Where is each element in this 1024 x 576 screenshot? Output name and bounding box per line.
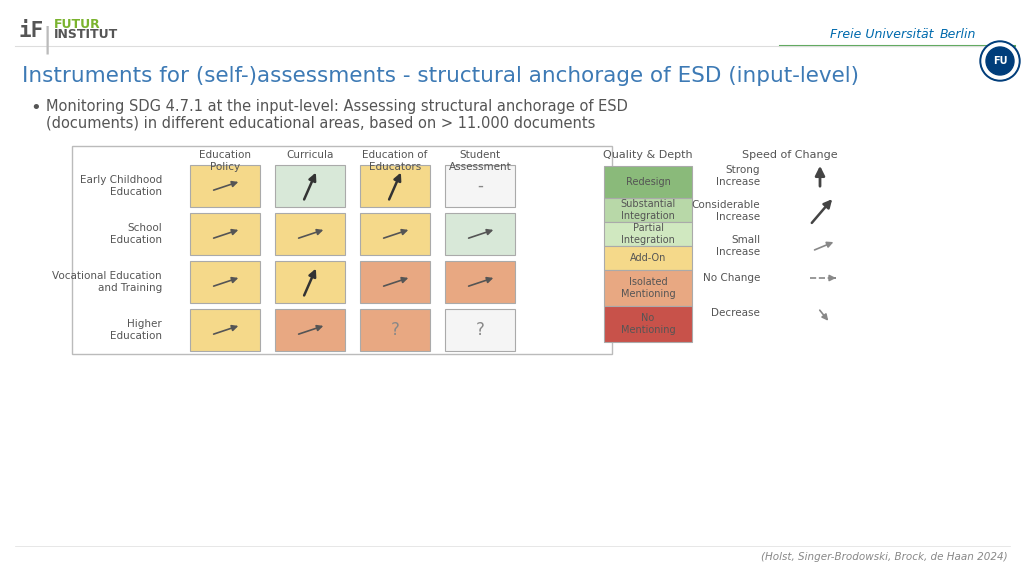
- FancyBboxPatch shape: [360, 309, 430, 351]
- Text: Partial
Integration: Partial Integration: [622, 223, 675, 245]
- FancyBboxPatch shape: [604, 246, 692, 270]
- Text: Instruments for (self-)assessments - structural anchorage of ESD (input-level): Instruments for (self-)assessments - str…: [22, 66, 859, 86]
- FancyBboxPatch shape: [275, 309, 345, 351]
- Text: School
Education: School Education: [110, 223, 162, 245]
- Text: Decrease: Decrease: [711, 308, 760, 318]
- Text: Considerable
Increase: Considerable Increase: [691, 200, 760, 222]
- Text: Freie Universität: Freie Universität: [830, 28, 934, 41]
- FancyBboxPatch shape: [190, 165, 260, 207]
- Text: Small
Increase: Small Increase: [716, 235, 760, 257]
- Text: Monitoring SDG 4.7.1 at the input-level: Assessing structural anchorage of ESD: Monitoring SDG 4.7.1 at the input-level:…: [46, 99, 628, 114]
- FancyBboxPatch shape: [445, 213, 515, 255]
- FancyBboxPatch shape: [604, 166, 692, 198]
- Text: Speed of Change: Speed of Change: [742, 150, 838, 160]
- Text: -: -: [477, 177, 483, 195]
- Text: •: •: [30, 99, 41, 117]
- Text: (documents) in different educational areas, based on > 11.000 documents: (documents) in different educational are…: [46, 115, 595, 130]
- Text: (Holst, Singer-Brodowski, Brock, de Haan 2024): (Holst, Singer-Brodowski, Brock, de Haan…: [762, 552, 1008, 562]
- Text: Strong
Increase: Strong Increase: [716, 165, 760, 187]
- Text: Curricula: Curricula: [287, 150, 334, 160]
- Text: FU: FU: [992, 56, 1008, 66]
- FancyBboxPatch shape: [360, 213, 430, 255]
- Text: No
Mentioning: No Mentioning: [621, 313, 675, 335]
- FancyBboxPatch shape: [190, 309, 260, 351]
- FancyBboxPatch shape: [360, 165, 430, 207]
- Circle shape: [982, 43, 1018, 79]
- Text: |: |: [42, 25, 51, 54]
- FancyBboxPatch shape: [360, 261, 430, 303]
- Text: iF: iF: [18, 21, 43, 41]
- Text: Student
Assessment: Student Assessment: [449, 150, 511, 172]
- Text: Isolated
Mentioning: Isolated Mentioning: [621, 277, 675, 299]
- Text: Higher
Education: Higher Education: [110, 319, 162, 341]
- Text: ?: ?: [475, 321, 484, 339]
- FancyBboxPatch shape: [604, 306, 692, 342]
- Text: Substantial
Integration: Substantial Integration: [621, 199, 676, 221]
- Text: Education
Policy: Education Policy: [199, 150, 251, 172]
- FancyBboxPatch shape: [445, 261, 515, 303]
- FancyBboxPatch shape: [445, 309, 515, 351]
- FancyBboxPatch shape: [275, 165, 345, 207]
- Text: Early Childhood
Education: Early Childhood Education: [80, 175, 162, 197]
- FancyBboxPatch shape: [275, 213, 345, 255]
- Text: FUTUR: FUTUR: [54, 18, 100, 31]
- Circle shape: [980, 41, 1020, 81]
- Text: No Change: No Change: [702, 273, 760, 283]
- FancyBboxPatch shape: [72, 146, 612, 354]
- Text: Quality & Depth: Quality & Depth: [603, 150, 693, 160]
- Text: Add-On: Add-On: [630, 253, 667, 263]
- Text: Redesign: Redesign: [626, 177, 671, 187]
- FancyBboxPatch shape: [604, 270, 692, 306]
- Text: Vocational Education
and Training: Vocational Education and Training: [52, 271, 162, 293]
- Circle shape: [986, 47, 1014, 75]
- FancyBboxPatch shape: [604, 222, 692, 246]
- Text: Education of
Educators: Education of Educators: [362, 150, 428, 172]
- FancyBboxPatch shape: [604, 198, 692, 222]
- FancyBboxPatch shape: [275, 261, 345, 303]
- FancyBboxPatch shape: [190, 261, 260, 303]
- FancyBboxPatch shape: [445, 165, 515, 207]
- Text: ?: ?: [390, 321, 399, 339]
- Text: INSTITUT: INSTITUT: [54, 28, 118, 41]
- Text: Berlin: Berlin: [940, 28, 976, 41]
- FancyBboxPatch shape: [190, 213, 260, 255]
